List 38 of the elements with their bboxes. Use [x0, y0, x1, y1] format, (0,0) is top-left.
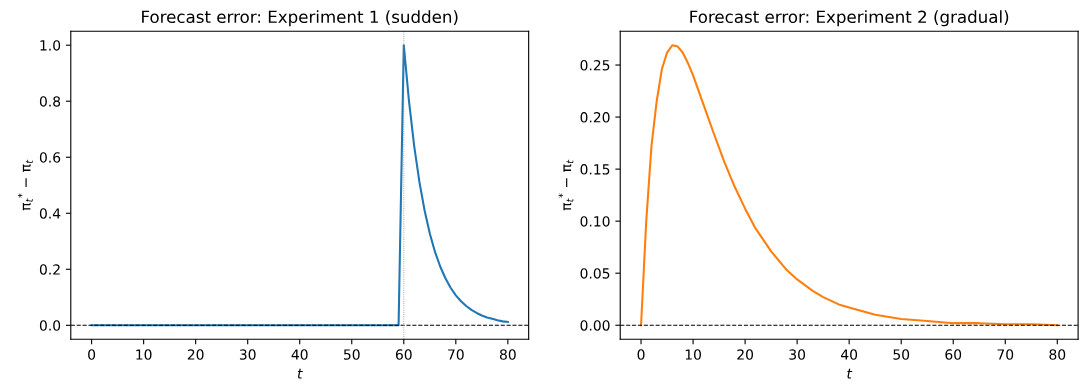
x-tick-label: 80: [1049, 349, 1066, 360]
line-series: [90, 44, 509, 327]
x-tick-label: 0: [637, 349, 645, 360]
x-tick-label: 10: [136, 349, 152, 360]
x-tick-label: 30: [789, 349, 806, 360]
x-tick-label: 10: [685, 349, 701, 360]
chart-title: Forecast error: Experiment 1 (sudden): [142, 10, 458, 27]
y-tick-label: 0.0: [39, 320, 61, 331]
y-axis-title: π$_{t}$$^{*}$ − π$_{t}$: [17, 159, 33, 211]
y-tick-label: 1.0: [40, 40, 61, 51]
y-tick-label: 0.8: [39, 96, 61, 107]
x-tick-label: 60: [945, 349, 962, 360]
y-tick-label: 0.25: [580, 60, 610, 71]
x-axis-title: t: [847, 368, 853, 379]
x-tick-label: 60: [395, 349, 412, 360]
x-tick-label: 80: [499, 349, 516, 360]
line-series: [640, 44, 1059, 327]
y-tick-label: 0.20: [580, 112, 610, 123]
x-tick-label: 40: [841, 349, 858, 360]
y-tick-label: 0.10: [580, 216, 610, 227]
y-tick-label: 0.00: [580, 320, 610, 331]
x-tick-label: 20: [187, 349, 204, 360]
y-tick-label: 0.6: [39, 152, 61, 163]
x-tick-label: 0: [88, 349, 96, 360]
x-tick-label: 50: [343, 349, 360, 360]
y-tick-label: 0.2: [39, 264, 60, 275]
x-tick-label: 40: [291, 349, 308, 360]
x-tick-label: 50: [893, 349, 910, 360]
chart-title: Forecast error: Experiment 2 (gradual): [690, 10, 1009, 27]
x-tick-label: 30: [239, 349, 256, 360]
x-axis-title: t: [297, 368, 303, 379]
y-tick-label: 0.4: [39, 208, 61, 219]
x-tick-label: 70: [448, 349, 464, 360]
y-tick-label: 0.15: [580, 164, 610, 175]
x-tick-label: 20: [737, 349, 754, 360]
y-axis-title: π$_{t}$$^{*}$ − π$_{t}$: [558, 159, 574, 211]
y-tick-label: 0.05: [580, 268, 610, 279]
x-tick-label: 70: [997, 349, 1014, 360]
